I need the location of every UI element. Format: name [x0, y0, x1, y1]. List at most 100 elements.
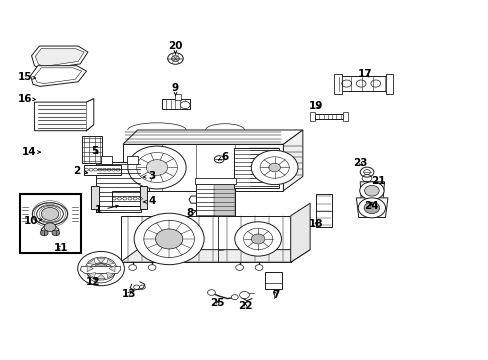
Circle shape — [358, 198, 385, 218]
Text: 15: 15 — [18, 72, 35, 82]
Polygon shape — [87, 265, 93, 272]
Bar — [249, 148, 278, 188]
Text: 5: 5 — [91, 147, 98, 157]
Polygon shape — [290, 203, 309, 262]
Text: 6: 6 — [218, 152, 228, 162]
Bar — [342, 112, 347, 121]
Bar — [335, 76, 386, 91]
Polygon shape — [88, 259, 95, 265]
Bar — [126, 156, 137, 164]
Text: 11: 11 — [53, 243, 68, 253]
Circle shape — [44, 223, 56, 231]
Text: 25: 25 — [210, 298, 224, 308]
Text: 2: 2 — [73, 166, 87, 176]
Bar — [264, 272, 282, 289]
Polygon shape — [34, 68, 81, 84]
Bar — [112, 192, 142, 206]
Text: 19: 19 — [308, 101, 323, 111]
Bar — [214, 183, 234, 216]
Text: 16: 16 — [18, 94, 35, 104]
Text: 4: 4 — [142, 197, 156, 206]
Circle shape — [155, 229, 183, 249]
Polygon shape — [97, 274, 105, 279]
Bar — [81, 136, 102, 163]
Circle shape — [243, 228, 272, 249]
Polygon shape — [97, 258, 105, 263]
Text: 24: 24 — [364, 201, 378, 211]
Bar — [309, 112, 314, 121]
Circle shape — [364, 185, 378, 196]
Text: 7: 7 — [272, 290, 279, 300]
Circle shape — [136, 153, 177, 183]
Circle shape — [171, 56, 179, 62]
Bar — [196, 183, 234, 216]
Text: 18: 18 — [308, 219, 323, 229]
Bar — [334, 74, 341, 94]
Bar — [385, 74, 392, 94]
Bar — [233, 148, 278, 188]
Polygon shape — [356, 198, 387, 217]
Circle shape — [234, 222, 281, 256]
Bar — [140, 186, 147, 209]
Circle shape — [94, 264, 108, 274]
Polygon shape — [283, 130, 302, 191]
Polygon shape — [41, 225, 59, 231]
Text: 10: 10 — [24, 216, 42, 226]
Bar — [162, 99, 190, 109]
Bar — [316, 194, 331, 227]
Polygon shape — [80, 266, 120, 274]
Circle shape — [41, 207, 59, 220]
Text: 21: 21 — [370, 176, 385, 186]
Circle shape — [134, 213, 203, 265]
Text: 20: 20 — [168, 41, 183, 54]
Circle shape — [85, 257, 116, 280]
Text: 8: 8 — [186, 208, 196, 218]
Text: 22: 22 — [238, 301, 252, 311]
Polygon shape — [30, 66, 86, 86]
Polygon shape — [88, 273, 95, 278]
Text: 13: 13 — [122, 289, 136, 298]
Circle shape — [180, 102, 190, 109]
Text: 14: 14 — [22, 147, 40, 157]
Polygon shape — [35, 49, 84, 66]
Circle shape — [239, 292, 249, 298]
Circle shape — [127, 146, 186, 189]
Bar — [20, 194, 81, 253]
Text: 17: 17 — [357, 68, 372, 78]
Circle shape — [359, 182, 383, 200]
Polygon shape — [106, 273, 114, 278]
Circle shape — [146, 159, 167, 175]
Circle shape — [235, 265, 243, 270]
Bar — [312, 114, 342, 119]
Polygon shape — [122, 130, 302, 144]
Bar — [141, 160, 149, 192]
Ellipse shape — [32, 203, 67, 225]
Circle shape — [251, 234, 264, 244]
Circle shape — [255, 265, 263, 270]
Text: 1: 1 — [95, 205, 118, 215]
Text: 3: 3 — [142, 171, 155, 181]
Polygon shape — [122, 144, 283, 191]
Circle shape — [231, 295, 238, 300]
Bar — [91, 186, 99, 209]
Polygon shape — [120, 216, 290, 262]
Bar — [84, 165, 120, 175]
Polygon shape — [31, 46, 88, 69]
Text: 12: 12 — [85, 277, 100, 287]
Polygon shape — [360, 182, 384, 200]
Circle shape — [143, 220, 194, 257]
Circle shape — [364, 202, 379, 213]
Bar — [96, 162, 141, 212]
Text: 9: 9 — [172, 83, 179, 96]
Circle shape — [268, 163, 280, 172]
Text: 23: 23 — [352, 158, 366, 168]
Bar — [175, 94, 181, 100]
Circle shape — [148, 265, 156, 270]
Polygon shape — [109, 265, 115, 272]
Bar — [195, 178, 236, 184]
Polygon shape — [106, 259, 114, 265]
Circle shape — [251, 150, 297, 185]
Ellipse shape — [37, 205, 63, 222]
Circle shape — [52, 230, 60, 236]
Circle shape — [78, 251, 124, 286]
